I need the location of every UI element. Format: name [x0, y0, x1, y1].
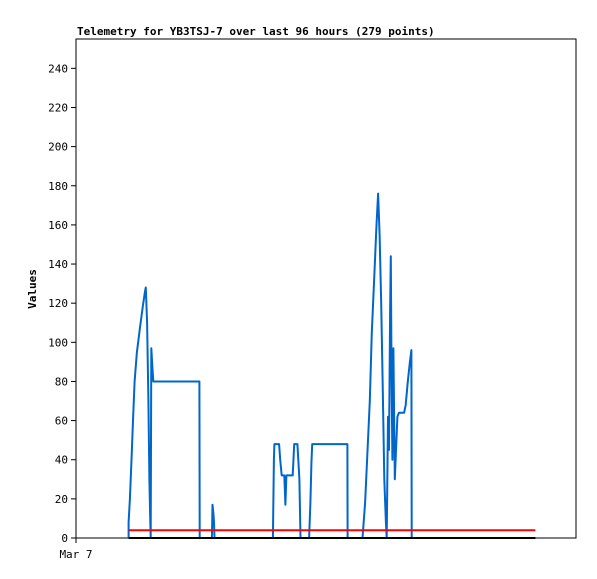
x-axis-ticks: Mar 7: [59, 538, 93, 561]
series-line-1: [127, 192, 413, 539]
y-axis-ticks: 0 20 40 60 80 100 120 140 160 180 200 220 240: [48, 62, 76, 545]
y-tick-label: 20: [55, 493, 68, 506]
y-tick-label: 100: [48, 336, 68, 349]
y-tick-label: 160: [48, 219, 68, 232]
plot-area: [75, 38, 577, 539]
y-tick-label: 80: [55, 375, 68, 388]
y-tick-label: 0: [61, 532, 68, 545]
y-tick-label: 240: [48, 62, 68, 75]
y-tick-label: 40: [55, 454, 68, 467]
chart-title: Telemetry for YB3TSJ-7 over last 96 hour…: [77, 25, 435, 38]
y-tick-label: 120: [48, 297, 68, 310]
series-layer: [127, 192, 536, 539]
y-tick-label: 220: [48, 101, 68, 114]
y-axis-label: Values: [26, 269, 39, 309]
y-tick-label: 200: [48, 141, 68, 154]
y-tick-label: 180: [48, 180, 68, 193]
y-tick-label: 60: [55, 415, 68, 428]
x-tick-label: Mar 7: [59, 548, 92, 561]
y-tick-label: 140: [48, 258, 68, 271]
